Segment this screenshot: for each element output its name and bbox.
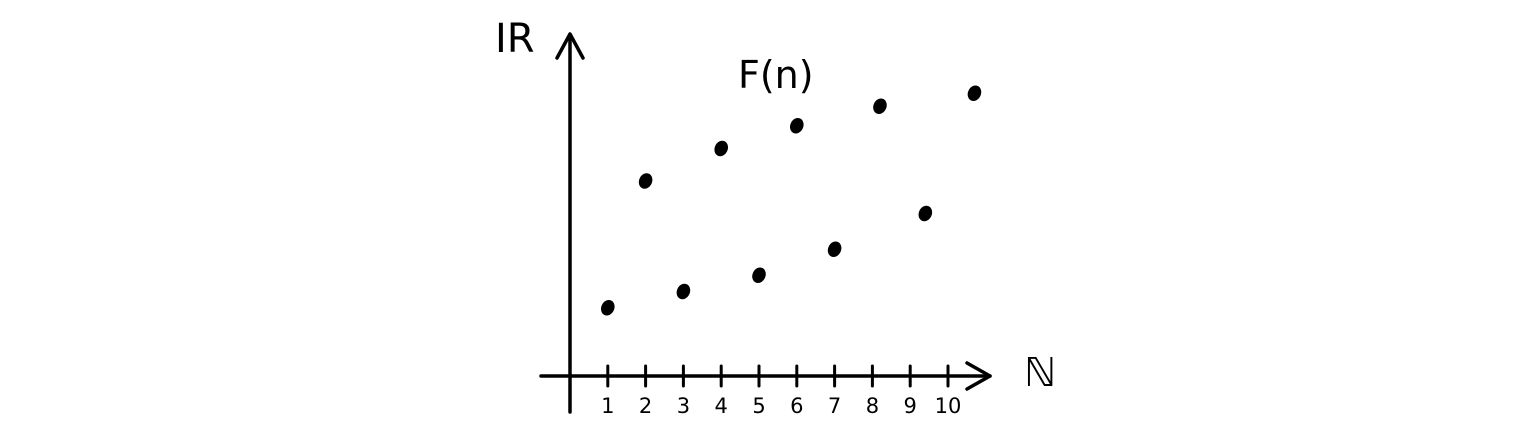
x-tick-labels: 1 2 3 4 5 6 7 8 9 10 [601, 394, 961, 418]
x-tick-label-8: 8 [866, 394, 879, 418]
x-tick-label-7: 7 [828, 394, 841, 418]
x-ticks [606, 364, 950, 388]
x-tick-label-5: 5 [752, 394, 765, 418]
data-point-10 [967, 85, 982, 102]
data-point-9 [918, 205, 933, 222]
data-point-3 [676, 283, 691, 300]
data-point-8 [873, 98, 887, 115]
data-point-7 [827, 241, 842, 258]
data-point-5 [752, 267, 766, 284]
data-points [601, 85, 982, 316]
data-point-6 [790, 117, 804, 134]
x-axis-label: ℕ [1024, 350, 1056, 396]
chart-title: F(n) [738, 53, 814, 97]
data-point-1 [601, 299, 615, 316]
y-axis-arrow [555, 32, 585, 60]
x-tick-label-1: 1 [601, 394, 614, 418]
data-point-4 [714, 140, 728, 157]
x-tick-label-4: 4 [715, 394, 728, 418]
x-axis-arrow [965, 361, 992, 391]
x-tick-label-3: 3 [677, 394, 690, 418]
data-point-2 [638, 173, 653, 189]
x-tick-label-9: 9 [904, 394, 917, 418]
x-tick-label-10: 10 [935, 394, 962, 418]
x-tick-label-6: 6 [790, 394, 803, 418]
x-tick-label-2: 2 [639, 394, 652, 418]
y-axis-label: IR [495, 16, 535, 62]
